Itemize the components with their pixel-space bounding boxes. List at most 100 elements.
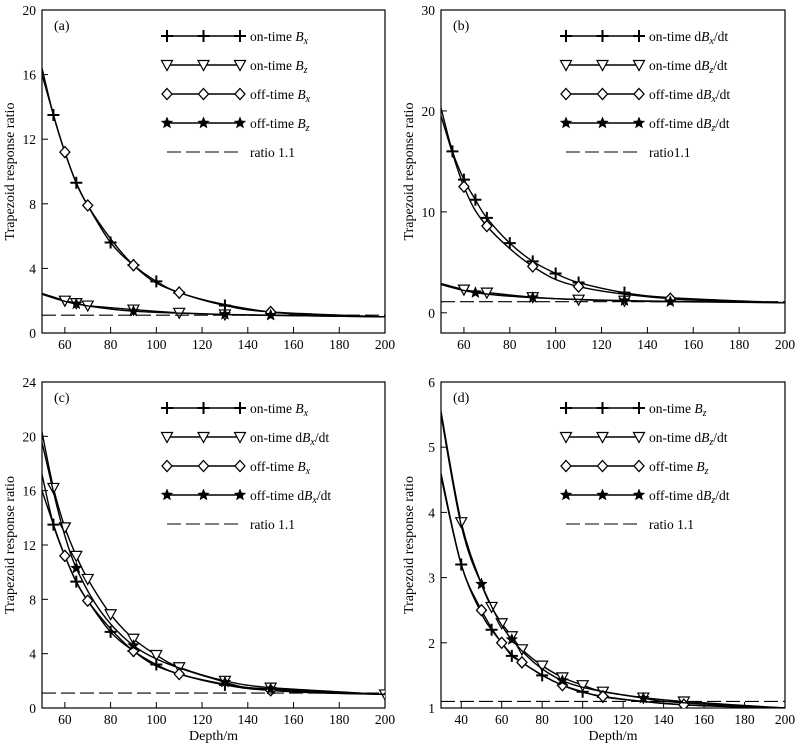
legend-item: on-time Bx [161,29,309,47]
legend-marker [559,431,573,444]
legend-label-prefix: on-time d [250,430,302,445]
legend-label-symbol: B [701,58,709,73]
plot-frame [440,9,786,334]
legend-item: on-time Bz [160,58,308,76]
data-point-marker [495,636,508,650]
legend-marker [595,59,610,72]
y-axis-title: Trapezoid response ratio [402,103,417,241]
legend-label-prefix: ratio1.1 [649,145,691,160]
data-point-marker [69,561,83,574]
legend-label-prefix: off-time [250,87,297,102]
x-axis-title: Depth/m [589,729,638,744]
data-point-marker [69,550,83,563]
x-tick-label: 200 [775,712,796,727]
legend-label-prefix: on-time d [649,58,701,73]
legend-item: on-time dBz/dt [559,58,728,76]
x-tick-label: 180 [734,712,755,727]
legend-label-prefix: on-time [250,29,295,44]
legend-label-subscript: z [708,65,713,76]
legend-marker [234,87,246,101]
legend-label: ratio 1.1 [649,517,694,532]
legend-marker [233,431,247,444]
legend-marker [560,30,572,42]
legend-label-subscript: x [305,466,311,477]
legend-marker [197,116,210,129]
legend-label-suffix: /dt [716,87,731,102]
x-tick-label: 80 [104,337,118,352]
panel-a: 60 80 100 120 140 160 180 200 0 4 8 12 16 20 Trapezoid… [3,3,395,352]
data-layer [42,67,385,322]
legend-label-prefix: on-time d [649,430,701,445]
data-point-marker [58,549,71,563]
legend-label-symbol: B [703,488,711,503]
plot-frame [41,9,386,334]
legend-marker [197,488,210,501]
legend-label-suffix: /dt [713,430,728,445]
legend-item: off-time dBz/dt [559,116,730,134]
y-tick-label: 20 [422,104,436,119]
y-tick-label: 1 [428,701,435,716]
legend-label-subscript: x [303,408,309,419]
legend-label-symbol: B [304,488,312,503]
series-off-time-dbx-dt [42,442,385,696]
series-on-time-bx [42,474,385,696]
series-line [441,414,785,708]
data-point-marker [526,290,540,304]
x-tick-label: 140 [637,337,658,352]
series-line [441,107,785,304]
series-line [441,115,785,304]
data-point-marker [173,286,186,300]
legend-label: off-time dBz/dt [649,488,730,506]
legend-marker [633,459,645,473]
y-axis-title: Trapezoid response ratio [3,476,18,614]
series-line [42,474,385,696]
x-tick-label: 100 [146,712,167,727]
y-tick-label: 0 [29,326,36,341]
legend-marker [234,459,246,473]
legend-label: ratio 1.1 [250,517,295,532]
legend-marker [595,431,610,444]
panel-d: 40 60 80 100 120 140 160 180 200 1 2 3 4 5 6 Trapezoid … [402,375,795,744]
x-tick-label: 140 [238,337,259,352]
legend-label-prefix: ratio 1.1 [250,517,295,532]
y-tick-label: 24 [23,375,37,390]
legend-label-prefix: ratio 1.1 [250,145,295,160]
data-point-marker [46,482,60,495]
legend-label: on-time Bx [250,401,309,419]
legend-marker [632,431,646,444]
x-tick-label: 80 [503,337,517,352]
y-tick-label: 3 [428,571,435,586]
data-point-marker [173,667,186,681]
legend-marker [234,402,246,414]
x-tick-label: 120 [591,337,612,352]
x-tick-label: 160 [683,337,704,352]
y-axis-title: Trapezoid response ratio [3,103,18,241]
legend-label: off-time Bx [250,459,311,477]
x-tick-label: 200 [775,337,796,352]
x-tick-label: 80 [104,712,118,727]
legend-label-symbol: B [694,401,702,416]
legend-marker [633,30,645,42]
data-point-marker [264,308,278,321]
x-tick-label: 100 [573,712,594,727]
data-point-marker [480,219,493,233]
legend-marker [196,59,211,72]
legend-label-subscript: x [311,495,317,506]
series-line [42,490,385,696]
legend-marker [197,87,210,101]
legend-marker [596,30,609,42]
legend-label-subscript: x [305,94,311,105]
data-point-marker [572,294,586,307]
legend-marker [161,87,173,101]
legend-label: on-time dBx/dt [250,430,329,448]
y-axis-title: Trapezoid response ratio [402,476,417,614]
legend-marker [596,459,609,473]
legend-marker [596,488,609,501]
y-tick-label: 10 [422,205,436,220]
legend-item: off-time dBx/dt [560,87,731,105]
legend-label-symbol: B [297,116,305,131]
legend-marker [559,488,573,501]
data-layer [441,411,785,708]
